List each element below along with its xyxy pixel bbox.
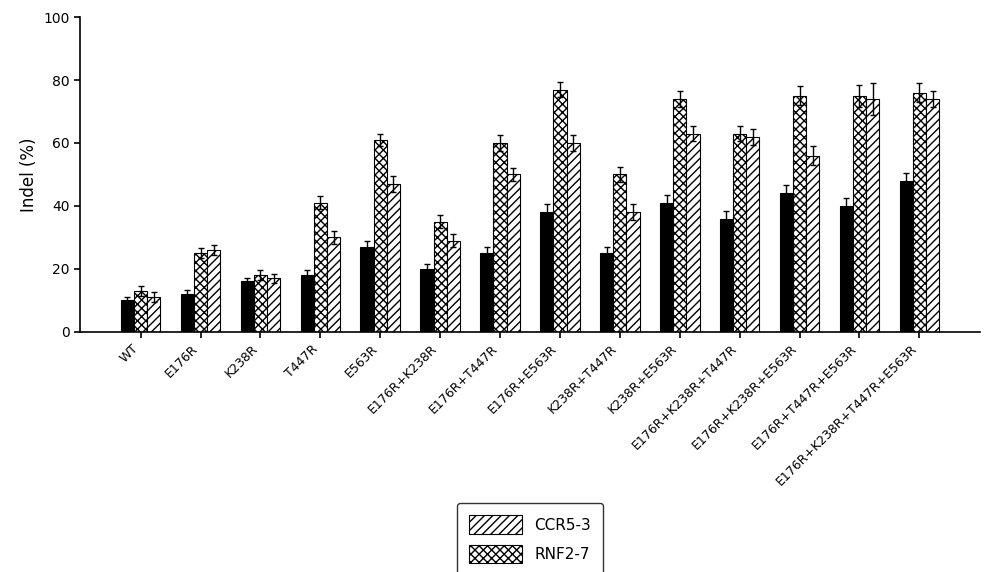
Bar	[267, 279, 280, 332]
Bar	[507, 174, 520, 332]
Bar	[207, 250, 220, 332]
Bar	[327, 237, 340, 332]
Bar	[254, 275, 267, 332]
Bar	[900, 181, 913, 332]
Bar	[540, 212, 553, 332]
Bar	[567, 143, 580, 332]
Bar	[121, 300, 134, 332]
Bar	[806, 156, 819, 332]
Bar	[926, 99, 939, 332]
Bar	[720, 219, 733, 332]
Bar	[241, 281, 254, 332]
Bar	[913, 93, 926, 332]
Bar	[447, 240, 460, 332]
Bar	[434, 222, 447, 332]
Bar	[387, 184, 400, 332]
Y-axis label: Indel (%): Indel (%)	[20, 137, 38, 212]
Legend: CCR5-3, RNF2-7, CCR5-5: CCR5-3, RNF2-7, CCR5-5	[457, 503, 603, 572]
Bar	[553, 89, 567, 332]
Bar	[686, 134, 700, 332]
Bar	[374, 140, 387, 332]
Bar	[613, 174, 626, 332]
Bar	[194, 253, 207, 332]
Bar	[793, 96, 806, 332]
Bar	[780, 193, 793, 332]
Bar	[493, 143, 507, 332]
Bar	[866, 99, 879, 332]
Bar	[733, 134, 746, 332]
Bar	[673, 99, 686, 332]
Bar	[600, 253, 613, 332]
Bar	[746, 137, 759, 332]
Bar	[626, 212, 640, 332]
Bar	[420, 269, 434, 332]
Bar	[360, 247, 374, 332]
Bar	[840, 206, 853, 332]
Bar	[147, 297, 160, 332]
Bar	[181, 294, 194, 332]
Bar	[660, 203, 673, 332]
Bar	[134, 291, 147, 332]
Bar	[314, 203, 327, 332]
Bar	[853, 96, 866, 332]
Bar	[301, 275, 314, 332]
Bar	[480, 253, 493, 332]
